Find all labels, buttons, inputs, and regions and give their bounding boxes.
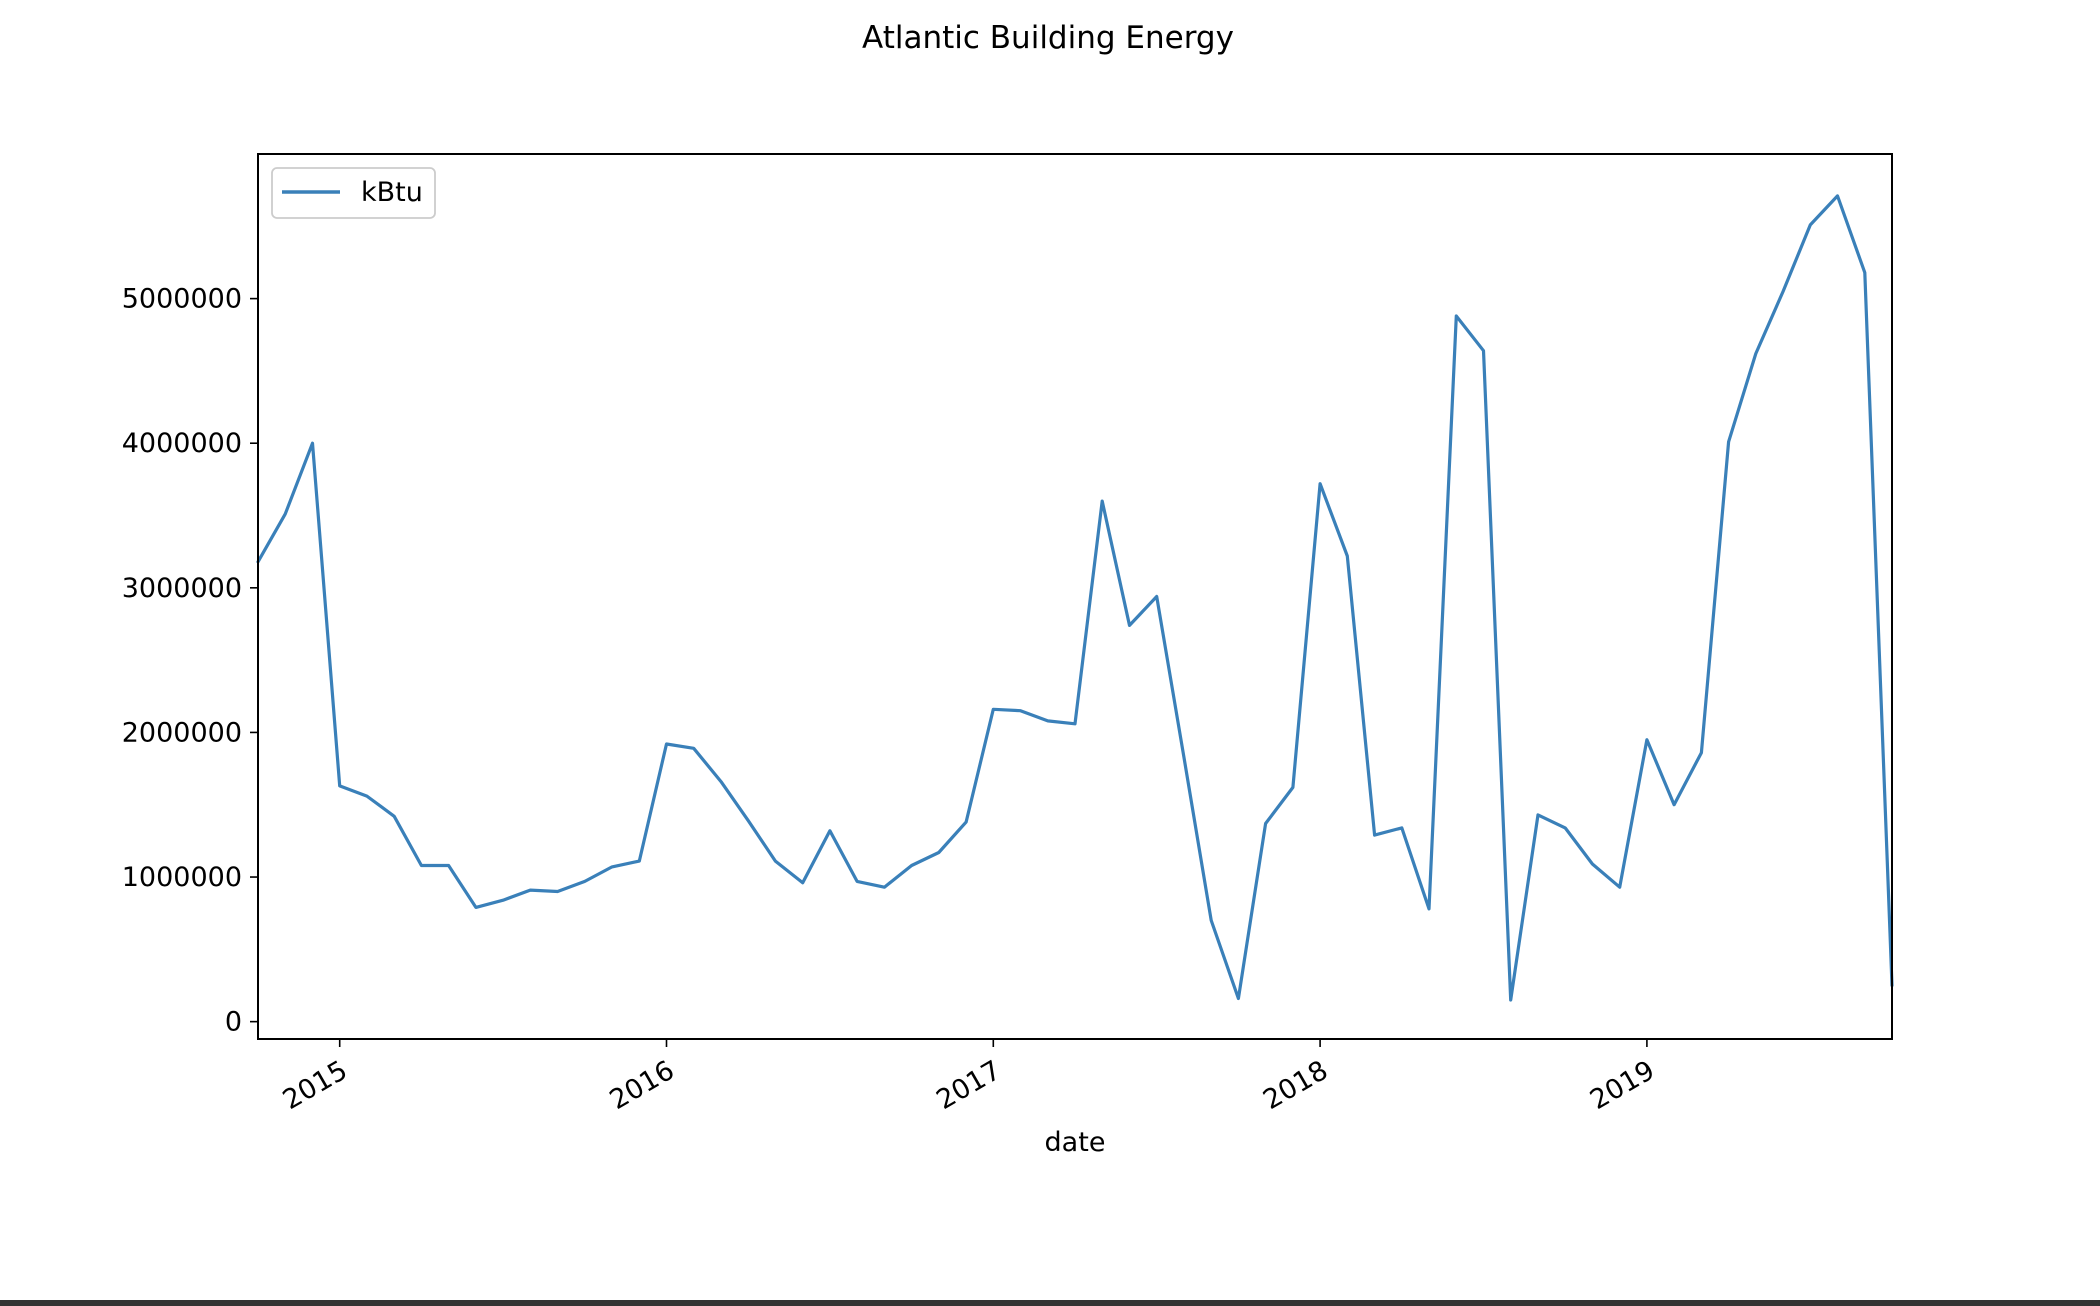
data-point-2016-11-01 <box>938 852 940 853</box>
data-point-2017-08-01 <box>1183 756 1185 758</box>
data-point-2017-06-01 <box>1129 624 1130 626</box>
data-point-2018-10-01 <box>1564 827 1566 829</box>
data-point-2019-08-01 <box>1837 195 1838 197</box>
data-point-2019-02-01 <box>1673 804 1675 806</box>
data-point-2019-03-01 <box>1700 752 1702 754</box>
data-point-2016-06-01 <box>802 882 804 884</box>
chart-title: Atlantic Building Energy <box>862 20 1234 56</box>
y-tick-label-1000000: 1000000 <box>122 862 242 893</box>
data-point-2016-08-01 <box>856 880 858 882</box>
data-point-2018-04-01 <box>1401 827 1403 829</box>
y-axis: 0 1000000 2000000 3000000 4000000 5000000 <box>122 284 258 1038</box>
data-point-2015-10-01 <box>584 880 586 882</box>
data-point-2015-03-01 <box>393 815 395 817</box>
x-axis-label: date <box>1045 1127 1106 1158</box>
series-layer <box>256 194 1894 1002</box>
data-point-2017-11-01 <box>1265 823 1267 824</box>
data-point-2015-12-01 <box>638 860 640 862</box>
data-point-2017-02-01 <box>1020 710 1021 712</box>
data-point-2015-07-01 <box>502 899 504 901</box>
data-point-2018-09-01 <box>1537 814 1539 816</box>
data-point-2018-12-01 <box>1619 886 1621 888</box>
data-point-2016-10-01 <box>911 865 913 866</box>
data-point-2015-06-01 <box>475 906 477 908</box>
data-point-2018-07-01 <box>1483 350 1484 352</box>
y-tick-label-5000000: 5000000 <box>122 284 242 315</box>
data-point-2018-11-01 <box>1591 863 1593 865</box>
data-point-2015-04-01 <box>420 865 422 866</box>
data-point-2019-09-01 <box>1864 272 1866 274</box>
data-point-2016-05-01 <box>774 860 776 862</box>
y-tick-label-3000000: 3000000 <box>122 573 242 604</box>
data-point-2019-05-01 <box>1755 353 1757 355</box>
data-point-2016-04-01 <box>747 820 749 822</box>
legend: kBtu <box>271 167 436 219</box>
data-point-2018-02-01 <box>1346 555 1348 557</box>
data-point-2015-11-01 <box>611 866 613 868</box>
data-point-2017-10-01 <box>1237 998 1239 999</box>
legend-label-kbtu: kBtu <box>361 177 423 208</box>
data-point-2015-08-01 <box>529 889 531 891</box>
data-point-2017-12-01 <box>1292 786 1294 788</box>
data-point-2018-06-01 <box>1455 315 1457 317</box>
data-point-2017-09-01 <box>1210 919 1212 921</box>
data-point-2017-04-01 <box>1074 723 1076 725</box>
data-point-2019-04-01 <box>1728 441 1730 443</box>
data-point-2015-02-01 <box>366 795 368 797</box>
data-point-2017-05-01 <box>1101 500 1103 502</box>
data-point-2014-12-01 <box>312 442 313 444</box>
data-point-2017-03-01 <box>1047 720 1049 722</box>
data-point-2017-01-01 <box>992 708 994 710</box>
data-point-2018-01-01 <box>1319 483 1321 485</box>
data-point-2015-05-01 <box>448 865 450 866</box>
data-point-2018-05-01 <box>1428 908 1430 910</box>
axes-frame <box>257 153 1893 1040</box>
legend-box <box>271 167 436 219</box>
y-tick-label-0: 0 <box>225 1007 242 1038</box>
data-point-2018-03-01 <box>1374 834 1376 836</box>
data-point-2017-07-01 <box>1156 596 1158 597</box>
data-point-2018-08-01 <box>1510 999 1512 1001</box>
data-point-2016-01-01 <box>666 743 667 745</box>
data-point-2014-11-01 <box>284 513 286 515</box>
data-point-2019-06-01 <box>1782 290 1784 292</box>
data-point-2016-09-01 <box>883 886 885 888</box>
data-point-2016-07-01 <box>829 830 831 832</box>
data-point-2016-12-01 <box>965 821 967 823</box>
bottom-divider <box>0 1300 2100 1306</box>
data-point-2015-01-01 <box>339 785 341 787</box>
y-tick-label-2000000: 2000000 <box>122 717 242 748</box>
plot-area <box>256 153 1894 1040</box>
data-point-2016-02-01 <box>693 747 695 749</box>
data-point-2019-07-01 <box>1809 224 1811 226</box>
data-point-2015-09-01 <box>557 891 559 892</box>
y-tick-label-4000000: 4000000 <box>122 428 242 459</box>
data-point-2019-01-01 <box>1646 739 1648 741</box>
data-point-2016-03-01 <box>720 781 722 783</box>
